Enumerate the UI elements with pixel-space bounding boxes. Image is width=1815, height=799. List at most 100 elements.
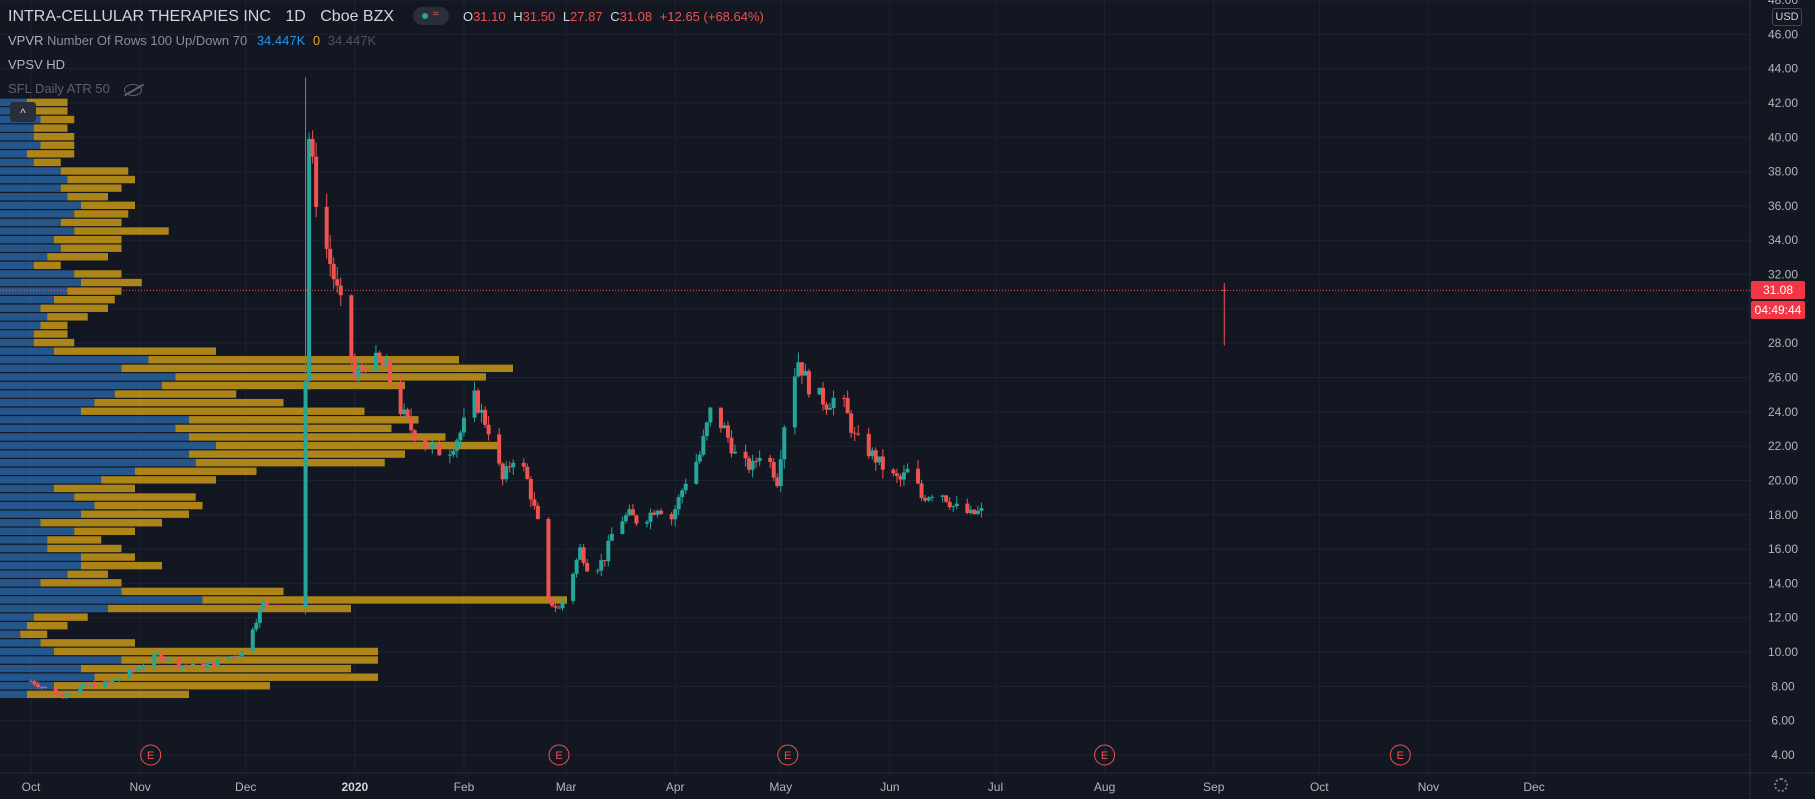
vp-down-bar — [54, 347, 216, 355]
candle-body — [254, 622, 259, 630]
hidden-eye-icon[interactable] — [123, 83, 142, 96]
vp-up-bar — [0, 261, 34, 270]
vp-down-bar — [33, 330, 68, 338]
vpsv-name[interactable]: VPSV HD — [8, 57, 66, 72]
vp-up-bar — [0, 356, 149, 364]
candle-body — [733, 451, 737, 454]
vpsv-legend[interactable]: VPSV HD — [8, 57, 65, 72]
x-tick-label: Jul — [988, 780, 1003, 794]
candle-body — [81, 683, 86, 687]
sfl-legend[interactable]: SFL Daily ATR 50 — [8, 81, 142, 96]
candle-body — [257, 609, 262, 623]
vp-down-bar — [54, 295, 115, 304]
y-tick-label: 18.00 — [1768, 508, 1798, 522]
vp-up-bar — [0, 467, 135, 475]
candle-body — [680, 490, 685, 498]
vp-up-bar — [0, 218, 61, 227]
vp-up-bar — [0, 390, 115, 398]
candle-body — [782, 427, 787, 460]
y-tick-label: 4.00 — [1771, 748, 1795, 762]
sfl-name[interactable]: SFL Daily ATR 50 — [8, 81, 110, 96]
vp-down-bar — [60, 167, 129, 175]
candle-body — [824, 404, 829, 410]
close-label: C — [610, 9, 620, 25]
candle-body — [553, 605, 558, 608]
y-tick-label: 12.00 — [1768, 611, 1798, 625]
candle-body — [778, 459, 783, 487]
vp-down-bar — [81, 278, 142, 287]
candle-body — [806, 370, 811, 395]
x-tick-label: Mar — [556, 780, 577, 794]
candle-body — [109, 680, 114, 683]
x-tick-label: Aug — [1094, 780, 1115, 794]
candle-body — [901, 472, 906, 480]
candle-body — [106, 681, 111, 683]
candle-body — [623, 515, 628, 522]
candle-body — [940, 495, 945, 497]
vp-up-bar — [0, 338, 34, 347]
candle-body — [891, 469, 896, 474]
vp-up-bar — [0, 441, 216, 450]
vp-down-bar — [40, 519, 162, 527]
candle-body — [314, 156, 319, 207]
candle-body — [338, 285, 343, 296]
vp-down-bar — [47, 253, 108, 261]
candle-body — [451, 450, 456, 455]
candle-body — [138, 668, 143, 670]
x-tick-label: Oct — [1310, 780, 1329, 794]
vp-down-bar — [114, 390, 237, 398]
vp-down-bar — [195, 459, 385, 467]
candle-body — [595, 570, 600, 572]
candle-body — [373, 352, 378, 371]
collapse-legend-button[interactable]: ^ — [10, 102, 36, 122]
vpvr-legend[interactable]: VPVR Number Of Rows 100 Up/Down 70 34.44… — [8, 33, 376, 48]
vp-up-bar — [0, 459, 196, 467]
vp-up-bar — [0, 235, 54, 244]
candle-body — [923, 498, 928, 501]
candle-body — [131, 669, 136, 671]
timeframe[interactable]: 1D — [285, 8, 306, 26]
vp-up-bar — [0, 519, 41, 527]
vp-up-bar — [0, 398, 95, 407]
candle-body — [768, 457, 773, 462]
candle-body — [307, 138, 312, 381]
vp-up-bar — [0, 416, 189, 424]
candle-body — [402, 409, 407, 415]
settings-gear-icon[interactable] — [1774, 778, 1788, 792]
vp-down-bar — [54, 484, 135, 493]
vp-down-bar — [94, 673, 378, 681]
candle-body — [560, 600, 565, 609]
candle-body — [729, 437, 734, 454]
symbol-name[interactable]: INTRA-CELLULAR THERAPIES INC — [8, 8, 271, 26]
vp-up-bar — [0, 493, 75, 501]
candle-body — [388, 360, 393, 383]
vp-down-bar — [33, 261, 61, 270]
earnings-marker — [140, 744, 162, 766]
candle-body — [532, 499, 537, 506]
candle-body — [152, 654, 157, 667]
vp-down-bar — [121, 587, 284, 596]
candle-body — [831, 397, 836, 408]
candle-body — [852, 432, 857, 434]
candle-body — [127, 669, 132, 679]
vpvr-name[interactable]: VPVR — [8, 33, 44, 48]
candle-body — [676, 497, 681, 510]
candle-body — [708, 407, 713, 423]
market-status-pill[interactable]: ≈ — [412, 7, 449, 25]
vp-up-bar — [0, 150, 27, 158]
vpvr-total-volume: 34.447K — [327, 33, 377, 48]
candle-body — [57, 694, 62, 696]
currency-label[interactable]: USD — [1772, 8, 1802, 26]
vp-up-bar — [0, 124, 34, 132]
vp-down-bar — [60, 244, 122, 252]
symbol-legend: INTRA-CELLULAR THERAPIES INC 1D Cboe BZX… — [8, 7, 768, 26]
vp-up-bar — [0, 373, 176, 381]
y-tick-label: 20.00 — [1768, 473, 1798, 487]
vp-up-bar — [0, 561, 81, 570]
vp-up-bar — [0, 330, 34, 338]
vp-up-bar — [0, 579, 41, 587]
candle-body — [405, 409, 410, 418]
candle-body — [328, 248, 333, 265]
